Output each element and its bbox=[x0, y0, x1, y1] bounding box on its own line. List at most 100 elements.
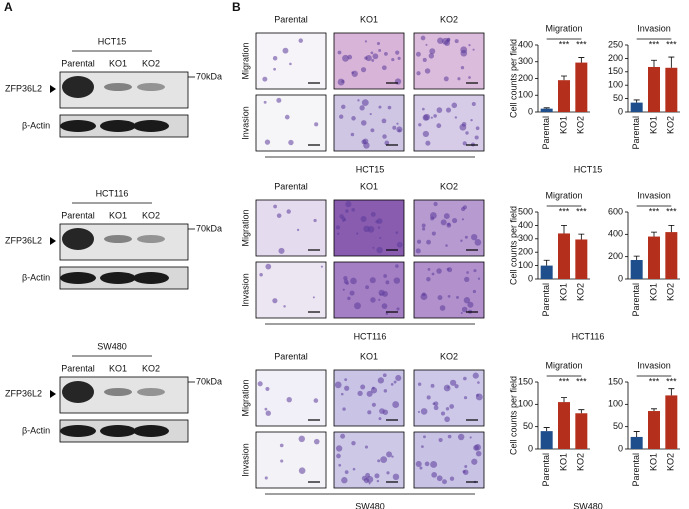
cell-stain bbox=[365, 54, 372, 62]
band bbox=[62, 381, 94, 403]
x-tick-label: KO2 bbox=[576, 283, 586, 301]
cell-stain bbox=[289, 62, 292, 66]
cell-stain bbox=[432, 402, 436, 406]
cell-stain bbox=[396, 307, 400, 311]
cell-stain bbox=[345, 281, 349, 285]
micrograph bbox=[333, 369, 405, 427]
y-tick-label: 300 bbox=[518, 233, 533, 243]
cell-stain bbox=[430, 460, 438, 468]
cell-stain bbox=[340, 433, 346, 439]
y-tick-label: 500 bbox=[518, 206, 533, 216]
cell-stain bbox=[393, 277, 401, 284]
cell-stain bbox=[450, 379, 457, 386]
cell-stain bbox=[365, 285, 370, 290]
band bbox=[137, 388, 165, 396]
micrograph bbox=[333, 94, 405, 152]
cell-stain bbox=[347, 296, 351, 301]
cell-line-label: SW480 bbox=[97, 341, 127, 351]
y-tick-label: 50 bbox=[523, 421, 533, 431]
cell-stain bbox=[279, 443, 284, 448]
arrowhead bbox=[50, 85, 56, 93]
lane-label: Parental bbox=[61, 363, 95, 373]
cell-stain bbox=[436, 107, 443, 113]
cell-stain bbox=[394, 78, 402, 85]
cell-stain bbox=[395, 264, 399, 268]
significance: *** bbox=[649, 376, 660, 386]
cell-stain bbox=[314, 122, 319, 127]
cell-stain bbox=[451, 102, 458, 109]
error-bar bbox=[578, 409, 585, 414]
cell-stain bbox=[442, 479, 447, 485]
cell-stain bbox=[363, 225, 370, 233]
column-label: Parental bbox=[274, 351, 308, 361]
cell-stain bbox=[460, 49, 468, 57]
cell-stain bbox=[460, 66, 465, 70]
cell-stain bbox=[352, 467, 356, 471]
cell-stain bbox=[454, 116, 458, 119]
error-bar bbox=[578, 233, 585, 240]
arrowhead bbox=[50, 390, 56, 398]
cell-stain bbox=[417, 410, 421, 414]
cell-stain bbox=[368, 482, 371, 485]
lane-label: Parental bbox=[61, 210, 95, 220]
bar bbox=[575, 62, 588, 112]
cell-stain bbox=[312, 296, 315, 299]
cell-stain bbox=[336, 232, 340, 235]
marker-label: 70kDa bbox=[196, 376, 222, 386]
cell-stain bbox=[477, 381, 480, 384]
cell-stain bbox=[264, 407, 268, 411]
cell-stain bbox=[428, 53, 435, 59]
cell-stain bbox=[288, 139, 294, 146]
cell-stain bbox=[361, 139, 367, 145]
cell-stain bbox=[278, 247, 285, 254]
bar bbox=[665, 232, 678, 279]
cell-stain bbox=[370, 211, 376, 217]
cell-stain bbox=[345, 201, 352, 208]
cell-stain bbox=[445, 107, 452, 113]
cell-stain bbox=[344, 378, 348, 382]
bar bbox=[630, 102, 643, 112]
cell-stain bbox=[467, 301, 474, 308]
cell-stain bbox=[272, 298, 278, 304]
y-tick-label: 0 bbox=[528, 443, 533, 453]
cell-stain bbox=[381, 65, 387, 71]
cell-stain bbox=[356, 232, 359, 235]
y-tick-label: 0 bbox=[618, 443, 623, 453]
cell-stain bbox=[376, 479, 380, 483]
x-tick-label: KO2 bbox=[666, 453, 676, 471]
cell-stain bbox=[286, 397, 292, 403]
error-bar bbox=[561, 397, 567, 403]
cell-stain bbox=[393, 380, 397, 384]
cell-stain bbox=[464, 465, 468, 468]
x-tick-label: Parental bbox=[541, 453, 551, 487]
cell-stain bbox=[334, 381, 342, 389]
cell-stain bbox=[382, 134, 387, 139]
cell-stain bbox=[382, 373, 387, 378]
cell-stain bbox=[364, 56, 368, 60]
cell-stain bbox=[475, 126, 480, 131]
cell-stain bbox=[422, 57, 427, 62]
error-bar bbox=[543, 107, 550, 109]
error-bar bbox=[651, 231, 657, 237]
cell-stain bbox=[433, 114, 437, 118]
x-tick-label: KO1 bbox=[558, 116, 568, 134]
y-tick-label: 0 bbox=[618, 273, 623, 283]
target-label: ZFP36L2 bbox=[5, 83, 42, 93]
lane-label: KO2 bbox=[142, 58, 160, 68]
cell-stain bbox=[286, 209, 291, 214]
error-bar bbox=[633, 255, 640, 261]
cell-stain bbox=[426, 395, 431, 400]
cell-stain bbox=[381, 303, 388, 309]
cell-stain bbox=[386, 451, 393, 458]
cell-stain bbox=[371, 402, 376, 407]
cell-line-label: HCT15 bbox=[356, 164, 385, 174]
cell-stain bbox=[425, 140, 431, 146]
cell-stain bbox=[298, 435, 305, 443]
cell-stain bbox=[370, 128, 375, 133]
cell-stain bbox=[378, 417, 382, 421]
cell-stain bbox=[449, 404, 455, 409]
cell-stain bbox=[384, 52, 388, 56]
cell-stain bbox=[379, 236, 382, 239]
cell-stain bbox=[447, 294, 451, 298]
cell-stain bbox=[371, 386, 375, 390]
